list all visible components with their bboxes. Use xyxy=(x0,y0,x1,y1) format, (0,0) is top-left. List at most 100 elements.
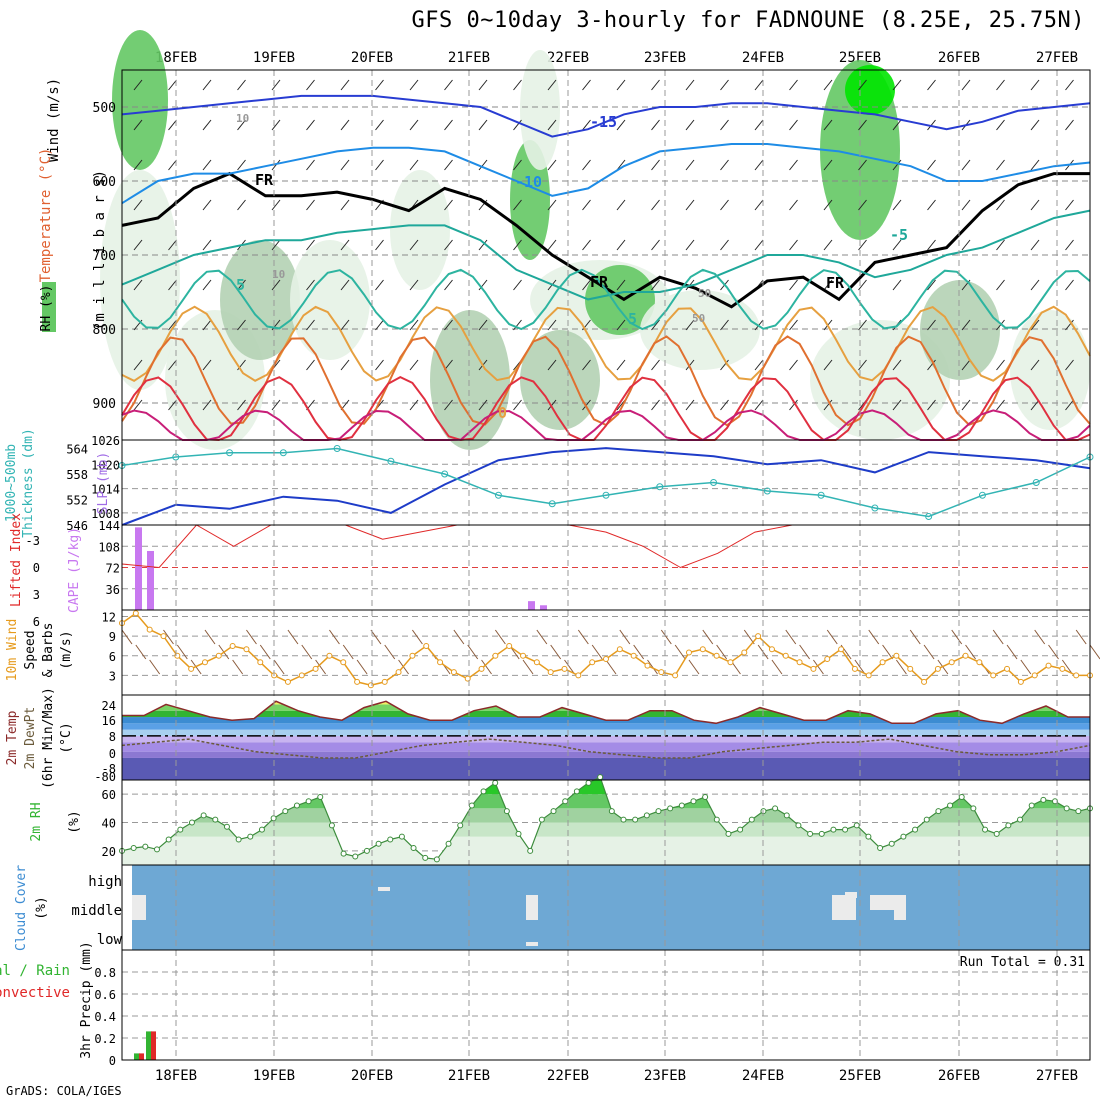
wind-barb xyxy=(789,79,798,91)
wind-barb xyxy=(1030,199,1040,211)
wind-barb xyxy=(271,399,281,411)
wind-barb-10m xyxy=(163,629,174,645)
wind-barb xyxy=(582,79,591,91)
thickness-marker xyxy=(279,449,287,457)
wind-barb xyxy=(202,119,212,131)
wind-barb xyxy=(823,199,833,211)
wind-barb xyxy=(306,359,315,371)
wind-barb xyxy=(961,239,971,251)
rh-marker xyxy=(912,826,919,833)
rh-legend-swatch xyxy=(42,282,56,332)
rh-marker xyxy=(993,830,1000,837)
wind-barb-10m xyxy=(301,644,313,660)
wind-barb-10m xyxy=(287,629,299,645)
wind-barb xyxy=(478,79,488,91)
wind10-marker xyxy=(506,642,513,649)
wind-barb xyxy=(651,319,660,331)
wind10-marker xyxy=(395,669,402,676)
rh-marker xyxy=(1005,822,1012,829)
rh-marker xyxy=(585,779,592,786)
wind-barb xyxy=(651,199,660,211)
wind-barb xyxy=(582,359,591,371)
wind-barb xyxy=(547,119,557,131)
wind-barb xyxy=(444,119,453,131)
wind-barb xyxy=(1030,79,1040,91)
wind-barb xyxy=(409,359,419,371)
wind-tick: 3 xyxy=(109,669,116,683)
wind-barb xyxy=(168,279,177,291)
wind10-marker xyxy=(755,633,762,640)
rh-band xyxy=(122,794,1090,809)
wind-barb xyxy=(237,319,246,331)
wind-barb xyxy=(582,279,591,291)
temp-band xyxy=(122,757,1090,780)
rh-shade xyxy=(520,330,600,430)
temp-tick: 16 xyxy=(102,714,116,728)
wind-barb xyxy=(133,119,143,131)
rh-marker xyxy=(562,798,569,805)
wind-barb-10m xyxy=(992,629,1004,645)
wind-barb xyxy=(823,239,833,251)
wind10-marker xyxy=(146,626,153,633)
cape-tick: 72 xyxy=(106,562,120,576)
wind-barb xyxy=(478,159,488,171)
rh-marker xyxy=(480,788,487,795)
wind-barb xyxy=(582,119,591,131)
wind-tick: 6 xyxy=(109,650,116,664)
thickness-marker xyxy=(333,445,341,452)
wind-barb xyxy=(513,399,522,411)
wind-barb xyxy=(340,159,350,171)
wind-barb xyxy=(1065,239,1074,251)
wind10-marker xyxy=(354,678,361,685)
precip-total-bar xyxy=(146,1031,152,1060)
wind-barb xyxy=(202,279,212,291)
rh-marker xyxy=(550,808,557,815)
ylabel-temp: 2m Temp xyxy=(5,710,20,765)
wind-barb xyxy=(306,79,315,91)
wind-barb xyxy=(133,279,143,291)
wind-barb xyxy=(961,319,971,331)
rh-marker xyxy=(445,840,452,847)
wind-barb xyxy=(513,199,522,211)
rh-marker xyxy=(177,826,184,833)
wind-barb xyxy=(996,119,1005,131)
wind-barb xyxy=(823,359,833,371)
wind-barb xyxy=(582,239,591,251)
wind-barb-10m xyxy=(315,659,327,675)
wind-tick: 12 xyxy=(102,611,116,625)
wind-barb xyxy=(202,199,212,211)
rh-marker xyxy=(958,794,965,800)
thickness-marker xyxy=(925,513,933,520)
ylabel-precip: 3hr Precip (mm) xyxy=(79,941,94,1058)
wind-barb xyxy=(927,279,936,291)
wind-barb xyxy=(961,359,971,371)
wind-barb xyxy=(202,239,212,251)
cloud-block xyxy=(526,895,538,920)
top-date-label: 27FEB xyxy=(1036,50,1078,66)
wind10-marker xyxy=(561,665,568,672)
thickness-marker xyxy=(226,449,234,457)
wind-barb xyxy=(133,79,143,91)
rh-marker xyxy=(258,826,265,833)
wind10-line xyxy=(121,612,1090,686)
rh-marker xyxy=(725,830,732,837)
rh-band xyxy=(122,836,1090,865)
rh-marker xyxy=(853,822,860,829)
contour-label: FR xyxy=(590,273,609,291)
chart-title: GFS 0~10day 3-hourly for FADNOUNE (8.25E… xyxy=(411,8,1085,33)
wind-barb xyxy=(616,239,626,251)
wind-barb xyxy=(582,159,591,171)
wind-barb xyxy=(685,79,695,91)
thickness-tick: 552 xyxy=(66,494,88,508)
wind-barb xyxy=(685,119,695,131)
wind-barb-10m xyxy=(564,659,575,675)
rh-marker xyxy=(970,805,977,812)
wind-barb xyxy=(375,159,384,171)
wind-barb xyxy=(927,199,936,211)
rh-shade xyxy=(112,30,168,170)
wind10-marker xyxy=(160,633,167,640)
rh-marker xyxy=(398,833,405,840)
bottom-date-label: 26FEB xyxy=(938,1068,980,1084)
wind-barb xyxy=(444,239,453,251)
wind-barb xyxy=(271,279,281,291)
